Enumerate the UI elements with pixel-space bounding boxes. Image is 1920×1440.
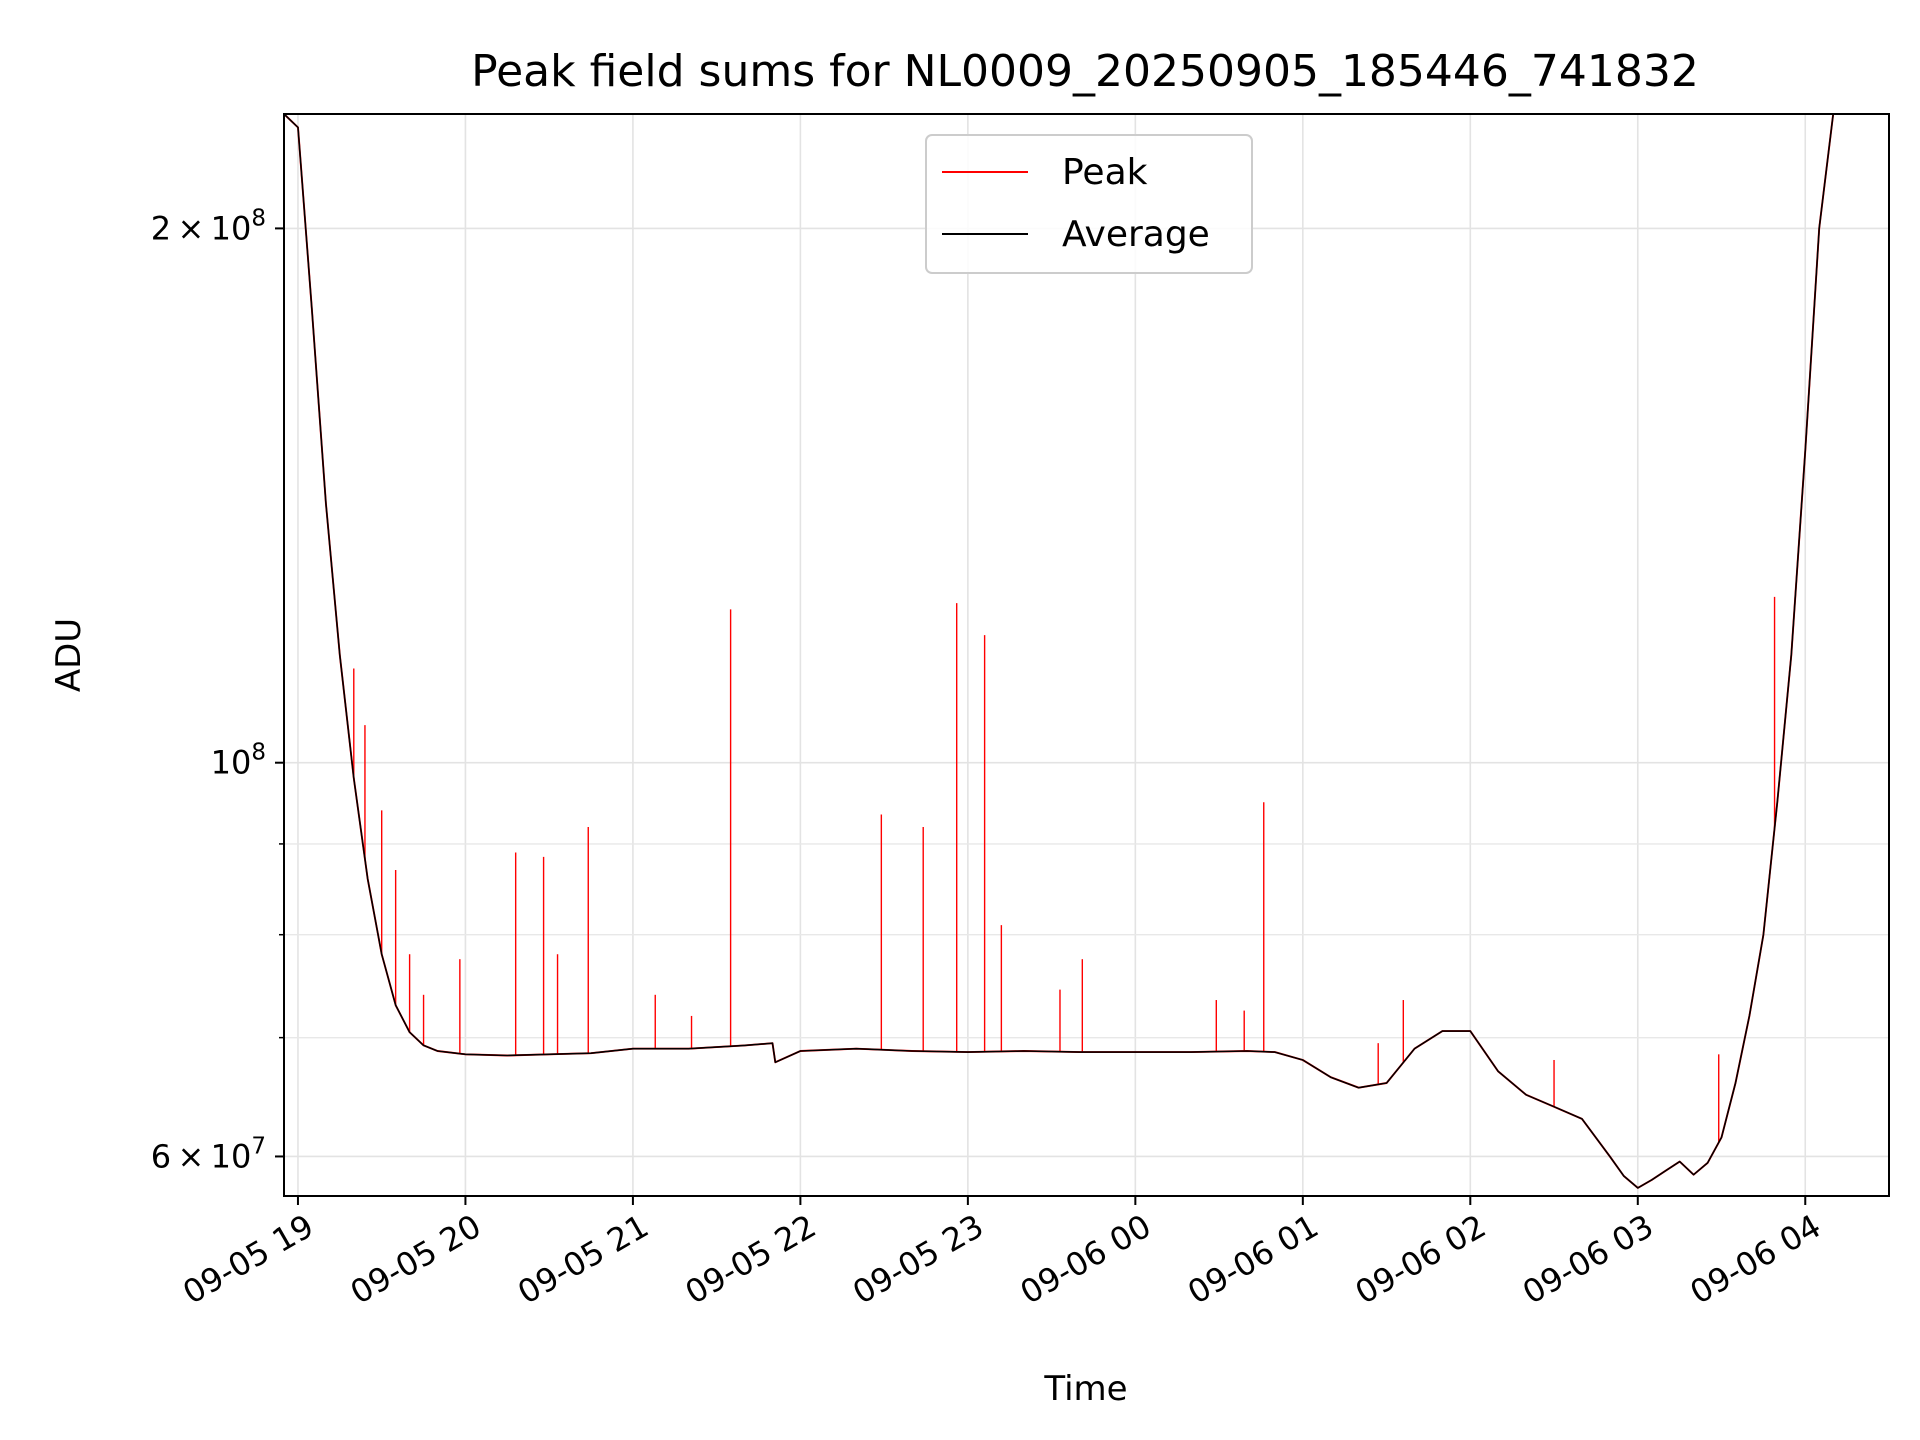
y-tick-label: 108 [211, 740, 266, 782]
y-tick-label: 6 × 107 [151, 1133, 266, 1175]
y-tick-base: 10 [211, 744, 252, 782]
y-tick-coef: 2 × 10 [151, 209, 252, 247]
chart-title: Peak field sums for NL0009_20250905_1854… [471, 46, 1699, 97]
series-line-average [284, 114, 1848, 1189]
y-tick-coef: 6 × 10 [151, 1137, 252, 1175]
plot-area [284, 114, 1848, 1189]
y-tick-label: 2 × 108 [151, 205, 266, 247]
y-tick-exponent: 8 [251, 740, 266, 766]
x-axis-label: Time [1043, 1369, 1127, 1409]
y-tick-exponent: 7 [251, 1133, 266, 1159]
legend: Peak Average [925, 134, 1253, 274]
grid [284, 114, 1889, 1196]
legend-label-average: Average [1062, 214, 1210, 255]
y-axis-label: ADU [49, 618, 89, 692]
legend-box [925, 134, 1253, 274]
legend-label-peak: Peak [1062, 152, 1148, 193]
axes-frame [283, 113, 1890, 1197]
y-tick-exponent: 8 [251, 205, 266, 231]
